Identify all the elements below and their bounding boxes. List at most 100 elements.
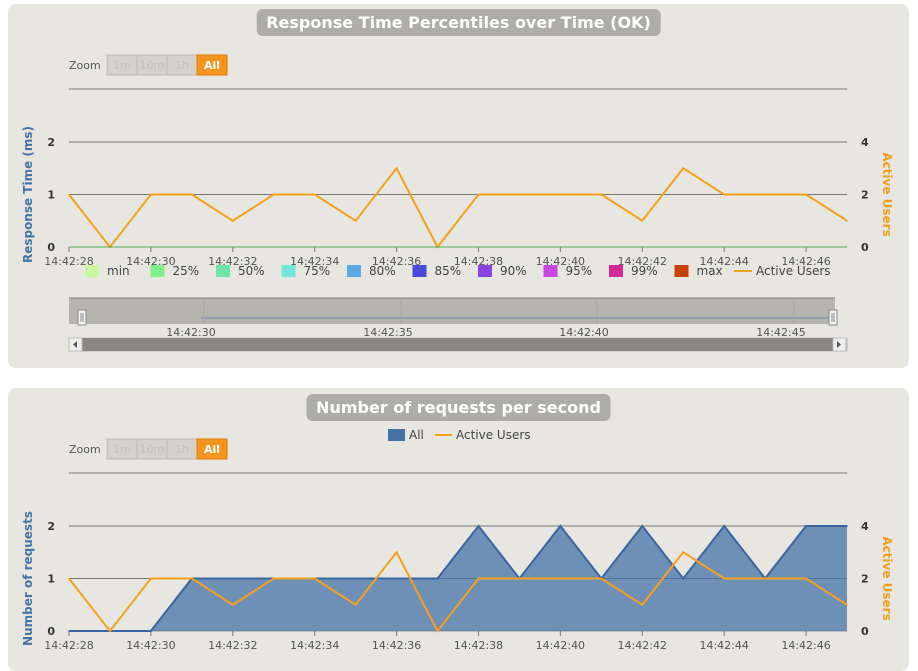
data-point-active-users <box>846 603 848 606</box>
legend-swatch <box>216 265 230 277</box>
y2-tick-label: 2 <box>861 189 869 202</box>
zoom-button-1h[interactable]: 1h <box>166 54 198 76</box>
legend-item-active-users[interactable]: Active Users <box>435 428 531 442</box>
data-point-active-users <box>191 577 193 580</box>
legend-label: 75% <box>304 264 331 278</box>
zoom-button-1m[interactable]: 1m <box>106 438 138 460</box>
scrollbar-thumb <box>82 338 833 351</box>
legend-item-75pct[interactable]: 75% <box>281 264 331 278</box>
legend-item-max[interactable]: max <box>674 264 723 278</box>
legend-item-all[interactable]: All <box>388 428 424 442</box>
x-tick-label: 14:42:30 <box>126 639 175 652</box>
y2-tick-label: 4 <box>861 136 869 149</box>
data-point-active-users <box>723 193 725 196</box>
x-tick-label: 14:42:30 <box>126 255 175 268</box>
data-point-all <box>477 525 480 527</box>
data-point-active-users <box>354 219 357 222</box>
legend-item-95pct[interactable]: 95% <box>543 264 593 278</box>
y2-tick-label: 0 <box>861 625 869 638</box>
legend-label: 80% <box>369 264 396 278</box>
zoom-button-bg <box>196 54 228 76</box>
data-point-active-users <box>641 603 644 606</box>
data-point-active-users <box>723 577 725 580</box>
x-tick-label: 14:42:46 <box>781 639 830 652</box>
data-point-all <box>231 577 234 580</box>
series-line-active-users <box>68 550 848 633</box>
navigator-scrollbar[interactable] <box>68 337 848 352</box>
data-point-active-users <box>477 577 480 580</box>
legend-label: max <box>697 264 723 278</box>
navigator-handle-left[interactable] <box>77 309 87 326</box>
data-point-active-users <box>805 577 807 580</box>
legend-item-99pct[interactable]: 99% <box>609 264 658 278</box>
y-tick-label: 1 <box>47 189 55 202</box>
zoom-button-All[interactable]: All <box>196 438 228 460</box>
legend-item-25pct[interactable]: 25% <box>150 264 200 278</box>
zoom-button-bg <box>196 438 228 460</box>
legend-swatch <box>388 429 405 441</box>
legend-label: Active Users <box>456 428 531 442</box>
data-point-active-users <box>518 193 521 196</box>
x-tick-label: 14:42:36 <box>372 639 421 652</box>
legend-label: 85% <box>435 264 462 278</box>
y-tick-label: 0 <box>47 241 55 254</box>
data-point-all <box>354 577 357 580</box>
chevron-left-icon <box>73 341 77 348</box>
legend-item-Active Users[interactable]: Active Users <box>734 264 831 278</box>
data-point-active-users <box>231 219 234 222</box>
y-tick-label: 0 <box>47 625 55 638</box>
zoom-button-1m[interactable]: 1m <box>106 54 138 76</box>
chart-title: Response Time Percentiles over Time (OK) <box>256 9 661 36</box>
data-point-all <box>846 525 848 527</box>
legend-label: min <box>107 264 130 278</box>
data-point-active-users <box>805 193 807 196</box>
series-line-active-users <box>68 166 848 249</box>
x-tick-label: 14:42:32 <box>208 255 257 268</box>
series-area-all <box>69 526 847 631</box>
navigator-tick-label: 14:42:40 <box>559 326 608 339</box>
data-point-all <box>395 577 398 580</box>
legend-swatch <box>543 265 558 277</box>
data-point-active-users <box>191 193 193 196</box>
x-tick-label: 14:42:28 <box>44 639 93 652</box>
zoom-button-10m[interactable]: 10m <box>136 438 168 460</box>
legend-swatch <box>85 265 99 277</box>
data-point-active-users <box>395 551 398 554</box>
navigator-handle-right[interactable] <box>828 309 838 326</box>
x-tick-label: 14:42:38 <box>454 255 503 268</box>
data-point-all <box>723 525 725 527</box>
zoom-button-1h[interactable]: 1h <box>166 438 198 460</box>
data-point-active-users <box>354 603 357 606</box>
y2-axis-title: Active Users <box>880 152 894 236</box>
data-point-active-users <box>764 193 766 196</box>
y-tick-label: 2 <box>47 520 55 533</box>
data-point-active-users <box>272 577 275 580</box>
data-point-active-users <box>109 630 111 632</box>
x-tick-label: 14:42:34 <box>290 639 339 652</box>
zoom-button-label: 1m <box>113 443 131 456</box>
legend-swatch <box>478 265 492 277</box>
chart-response-time: Zoom 1m 10m 1h All 0 1 2 0 2 4 Response Time (ms) Ac… <box>21 54 894 352</box>
data-point-all <box>436 577 439 580</box>
zoom-label: Zoom <box>69 443 101 456</box>
x-tick-label: 14:42:44 <box>699 255 748 268</box>
legend-item-90pct[interactable]: 90% <box>478 264 527 278</box>
zoom-button-10m[interactable]: 10m <box>136 54 168 76</box>
navigator-tick-label: 14:42:30 <box>166 326 215 339</box>
data-point-active-users <box>395 167 398 170</box>
legend-swatch <box>412 265 427 277</box>
data-point-active-users <box>150 577 152 580</box>
zoom-button-All[interactable]: All <box>196 54 228 76</box>
legend-swatch <box>281 265 296 277</box>
legend-item-50pct[interactable]: 50% <box>216 264 265 278</box>
x-tick-label: 14:42:36 <box>372 255 421 268</box>
legend-item-min[interactable]: min <box>85 264 130 278</box>
navigator-mask <box>69 298 835 324</box>
legend-item-85pct[interactable]: 85% <box>412 264 462 278</box>
data-point-all <box>641 525 644 527</box>
legend-item-80pct[interactable]: 80% <box>347 264 396 278</box>
y2-tick-label: 2 <box>861 573 869 586</box>
data-point-all <box>150 630 152 632</box>
data-point-all <box>559 525 562 527</box>
handle-body <box>828 309 838 326</box>
